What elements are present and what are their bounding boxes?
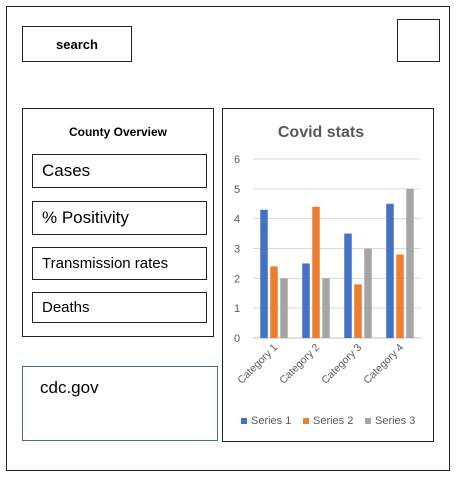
county-overview-panel: County Overview Cases % Positivity Trans… bbox=[22, 108, 214, 337]
overview-item-label: Deaths bbox=[42, 299, 90, 316]
chart-title: Covid stats bbox=[278, 124, 364, 141]
category-label: Category 4 bbox=[361, 342, 406, 387]
cdc-link-text: cdc.gov bbox=[40, 378, 99, 397]
legend-swatch bbox=[241, 418, 247, 424]
category-label: Category 2 bbox=[277, 342, 322, 387]
search-button[interactable]: search bbox=[22, 26, 132, 62]
overview-item-deaths[interactable]: Deaths bbox=[32, 292, 207, 323]
bar-series-2-cat-4 bbox=[396, 254, 404, 338]
y-tick-label: 1 bbox=[234, 303, 240, 315]
overview-item-positivity[interactable]: % Positivity bbox=[32, 201, 207, 235]
bar-series-3-cat-1 bbox=[280, 278, 288, 338]
search-button-label: search bbox=[56, 36, 98, 52]
y-tick-label: 0 bbox=[234, 333, 240, 345]
bar-series-2-cat-3 bbox=[354, 284, 362, 338]
legend-label: Series 2 bbox=[313, 415, 353, 427]
overview-item-transmission-rates[interactable]: Transmission rates bbox=[32, 247, 207, 280]
legend-label: Series 1 bbox=[251, 415, 291, 427]
bar-series-1-cat-3 bbox=[344, 233, 352, 338]
y-tick-label: 2 bbox=[234, 273, 240, 285]
y-tick-label: 6 bbox=[234, 154, 240, 166]
overview-item-label: Cases bbox=[42, 161, 91, 180]
cdc-link-box[interactable]: cdc.gov bbox=[22, 366, 218, 441]
legend-swatch bbox=[303, 418, 309, 424]
bar-series-3-cat-3 bbox=[364, 248, 372, 338]
overview-item-label: % Positivity bbox=[42, 208, 129, 227]
category-label: Category 1 bbox=[235, 342, 280, 387]
y-tick-label: 4 bbox=[234, 214, 240, 226]
bar-series-3-cat-4 bbox=[406, 188, 414, 338]
bar-series-2-cat-2 bbox=[312, 206, 320, 338]
covid-stats-chart-panel: Covid stats 0 1 2 3 4 5 6 Category 1 Category 2… bbox=[222, 108, 434, 442]
county-overview-title: County Overview bbox=[68, 125, 168, 139]
bar-series-1-cat-2 bbox=[302, 263, 310, 338]
overview-item-cases[interactable]: Cases bbox=[32, 154, 207, 188]
bar-series-2-cat-1 bbox=[270, 266, 278, 338]
category-label: Category 3 bbox=[319, 342, 364, 387]
y-tick-label: 5 bbox=[234, 184, 240, 196]
legend-label: Series 3 bbox=[375, 415, 415, 427]
bar-series-1-cat-4 bbox=[386, 203, 394, 338]
overview-item-label: Transmission rates bbox=[42, 255, 169, 272]
y-tick-label: 3 bbox=[234, 244, 240, 256]
corner-placeholder-button[interactable] bbox=[397, 19, 440, 62]
bar-series-1-cat-1 bbox=[260, 209, 268, 338]
bar-series-3-cat-2 bbox=[322, 278, 330, 338]
legend-swatch bbox=[365, 418, 371, 424]
